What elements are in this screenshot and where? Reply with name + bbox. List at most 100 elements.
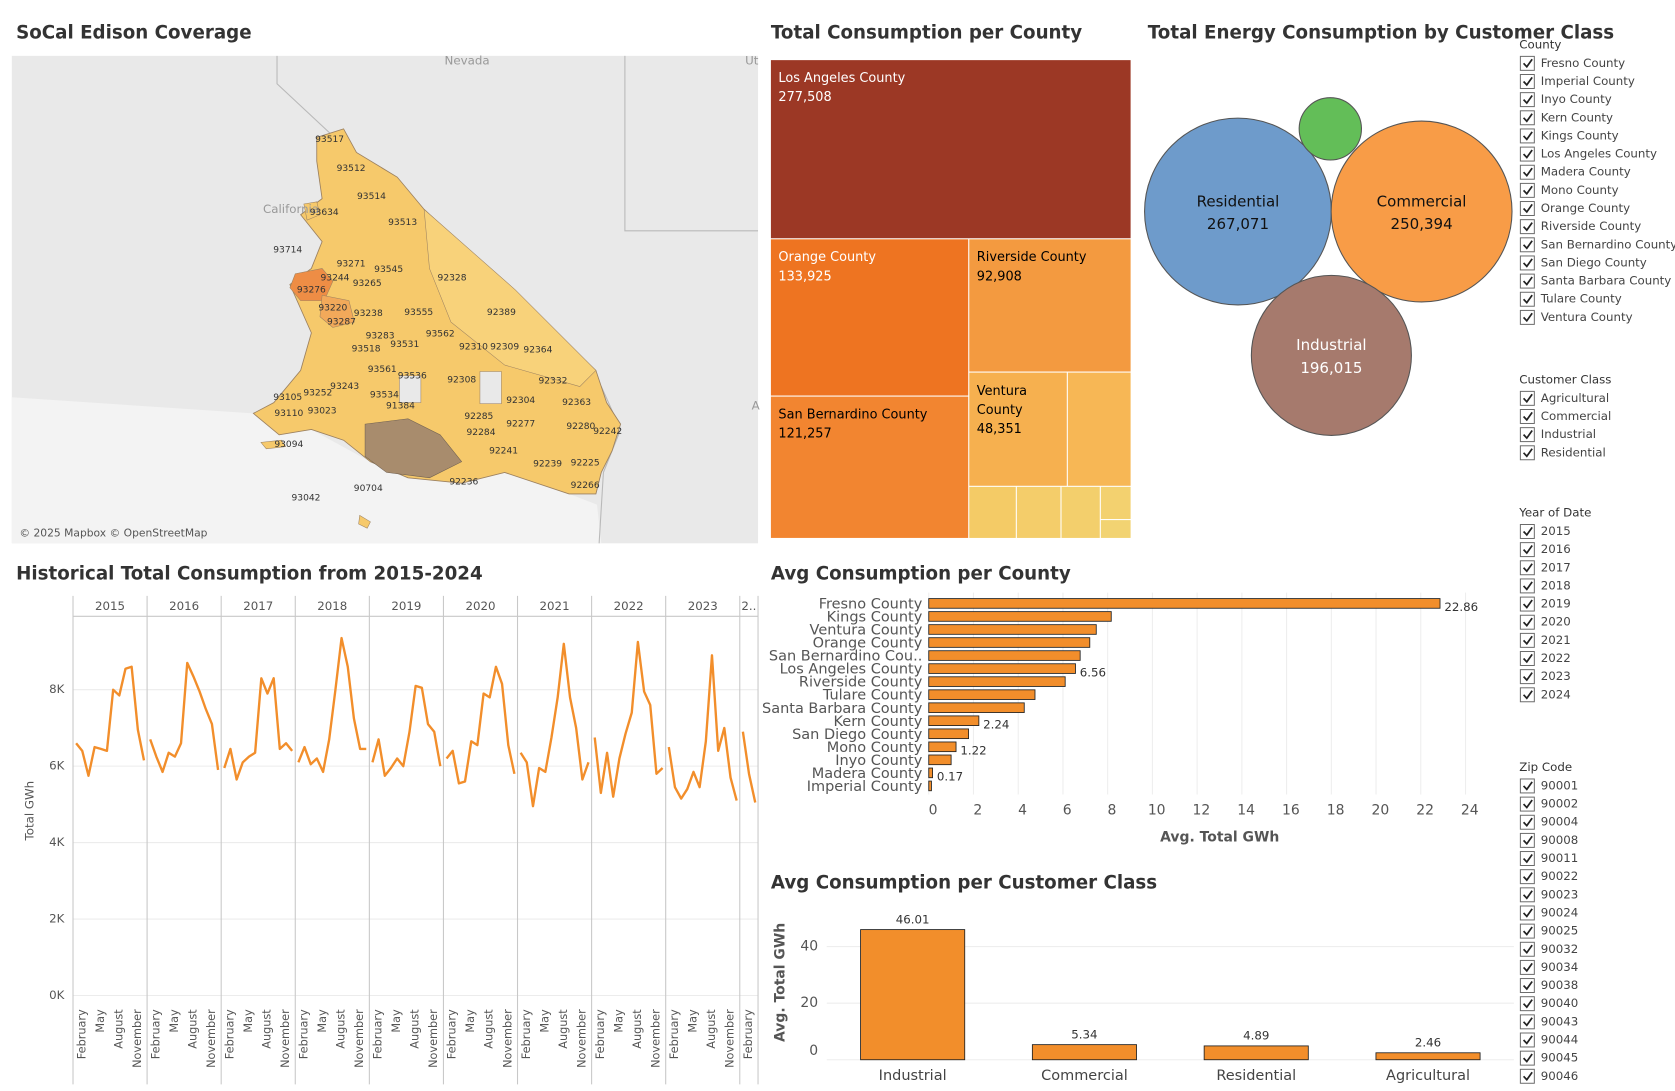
checkmark[interactable] xyxy=(1522,1053,1533,1063)
filter-label[interactable]: San Diego County xyxy=(1541,255,1647,269)
filter-item[interactable]: 2022 xyxy=(1519,651,1571,666)
filter-label[interactable]: Orange County xyxy=(1541,201,1630,215)
filter-item[interactable]: Tulare County xyxy=(1519,291,1622,307)
checkmark[interactable] xyxy=(1522,294,1533,305)
checkmark[interactable] xyxy=(1522,872,1533,882)
filter-label[interactable]: 2021 xyxy=(1541,633,1571,647)
filter-item[interactable]: Orange County xyxy=(1519,201,1630,216)
filter-label[interactable]: 90022 xyxy=(1541,869,1579,883)
filter-label[interactable]: 90044 xyxy=(1541,1032,1579,1046)
filter-item[interactable]: 2016 xyxy=(1519,542,1571,558)
checkbox[interactable] xyxy=(1519,578,1535,594)
checkbox[interactable] xyxy=(1519,92,1535,108)
checkbox[interactable] xyxy=(1519,851,1535,866)
checkmark[interactable] xyxy=(1522,635,1533,646)
filter-item[interactable]: 90045 xyxy=(1519,1050,1578,1066)
filter-label[interactable]: 90038 xyxy=(1541,978,1579,992)
filter-label[interactable]: 2023 xyxy=(1541,669,1571,683)
checkmark[interactable] xyxy=(1522,276,1533,286)
checkmark[interactable] xyxy=(1522,526,1533,537)
checkmark[interactable] xyxy=(1522,962,1533,973)
checkmark[interactable] xyxy=(1522,1071,1533,1082)
checkbox[interactable] xyxy=(1519,941,1535,957)
checkmark[interactable] xyxy=(1522,545,1533,555)
filter-item[interactable]: 90040 xyxy=(1519,996,1578,1012)
checkmark[interactable] xyxy=(1522,781,1533,791)
filter-item[interactable]: 90022 xyxy=(1519,869,1579,885)
filter-label[interactable]: Tulare County xyxy=(1540,292,1622,306)
checkmark[interactable] xyxy=(1522,1035,1533,1045)
checkmark[interactable] xyxy=(1522,617,1533,627)
filter-item[interactable]: 90004 xyxy=(1519,814,1578,830)
checkmark[interactable] xyxy=(1522,240,1533,250)
filter-item[interactable]: Mono County xyxy=(1519,182,1619,198)
checkmark[interactable] xyxy=(1522,999,1533,1009)
filter-label[interactable]: 2015 xyxy=(1541,524,1571,538)
checkbox[interactable] xyxy=(1519,542,1535,558)
filter-label[interactable]: 2024 xyxy=(1541,687,1571,701)
filter-item[interactable]: 90034 xyxy=(1519,960,1578,975)
checkbox[interactable] xyxy=(1519,55,1535,71)
filter-item[interactable]: Fresno County xyxy=(1519,55,1625,71)
checkbox[interactable] xyxy=(1519,219,1535,235)
filter-item[interactable]: Kern County xyxy=(1519,110,1613,126)
checkmark[interactable] xyxy=(1522,908,1533,918)
checkmark[interactable] xyxy=(1522,1017,1533,1027)
filter-item[interactable]: Industrial xyxy=(1519,427,1596,443)
checkmark[interactable] xyxy=(1522,312,1533,323)
filter-label[interactable]: 90011 xyxy=(1541,851,1579,865)
filter-item[interactable]: Riverside County xyxy=(1519,219,1641,235)
checkbox[interactable] xyxy=(1519,237,1535,253)
filter-label[interactable]: Ventura County xyxy=(1541,310,1633,324)
filter-item[interactable]: 2024 xyxy=(1519,687,1571,703)
filter-label[interactable]: 90032 xyxy=(1541,942,1579,956)
filter-label[interactable]: Imperial County xyxy=(1541,74,1635,88)
filter-item[interactable]: Kings County xyxy=(1519,128,1619,144)
filter-label[interactable]: 90043 xyxy=(1541,1014,1579,1028)
checkbox[interactable] xyxy=(1519,1050,1535,1066)
checkmark[interactable] xyxy=(1522,853,1533,864)
checkbox[interactable] xyxy=(1519,923,1535,939)
checkmark[interactable] xyxy=(1522,185,1533,196)
checkbox[interactable] xyxy=(1519,427,1535,443)
filter-label[interactable]: Industrial xyxy=(1541,427,1596,441)
checkbox[interactable] xyxy=(1519,687,1535,703)
checkbox[interactable] xyxy=(1519,445,1535,461)
checkbox[interactable] xyxy=(1519,632,1535,648)
checkbox[interactable] xyxy=(1519,201,1535,216)
filter-item[interactable]: San Diego County xyxy=(1519,255,1647,271)
checkbox[interactable] xyxy=(1519,1068,1535,1084)
checkmark[interactable] xyxy=(1522,258,1533,268)
filter-label[interactable]: 90008 xyxy=(1541,833,1579,847)
filter-label[interactable]: Madera County xyxy=(1541,165,1631,179)
filter-item[interactable]: Residential xyxy=(1519,445,1606,461)
filter-label[interactable]: Kern County xyxy=(1541,110,1613,124)
checkmark[interactable] xyxy=(1522,599,1533,609)
filter-item[interactable]: Commercial xyxy=(1519,409,1611,424)
checkbox[interactable] xyxy=(1519,778,1535,794)
checkbox[interactable] xyxy=(1519,814,1535,830)
checkbox[interactable] xyxy=(1519,1032,1535,1048)
checkbox[interactable] xyxy=(1519,182,1535,198)
checkmark[interactable] xyxy=(1522,430,1533,440)
filter-item[interactable]: 90011 xyxy=(1519,851,1579,866)
filter-label[interactable]: Fresno County xyxy=(1541,56,1625,70)
filter-item[interactable]: 2017 xyxy=(1519,560,1571,576)
filter-label[interactable]: Residential xyxy=(1541,445,1606,459)
filter-label[interactable]: 90002 xyxy=(1541,797,1579,811)
checkmark[interactable] xyxy=(1522,944,1533,955)
filter-label[interactable]: 2019 xyxy=(1541,597,1571,611)
checkbox[interactable] xyxy=(1519,651,1535,666)
checkbox[interactable] xyxy=(1519,409,1535,424)
checkbox[interactable] xyxy=(1519,309,1535,325)
checkmark[interactable] xyxy=(1522,817,1533,828)
filter-label[interactable]: 90001 xyxy=(1541,778,1579,792)
checkbox[interactable] xyxy=(1519,291,1535,307)
checkmark[interactable] xyxy=(1522,653,1533,664)
filter-label[interactable]: Mono County xyxy=(1541,183,1619,197)
filter-item[interactable]: 90043 xyxy=(1519,1014,1579,1030)
filter-item[interactable]: 90008 xyxy=(1519,833,1579,848)
filter-item[interactable]: Madera County xyxy=(1519,165,1631,180)
filter-item[interactable]: 90024 xyxy=(1519,905,1578,921)
checkbox[interactable] xyxy=(1519,524,1535,539)
